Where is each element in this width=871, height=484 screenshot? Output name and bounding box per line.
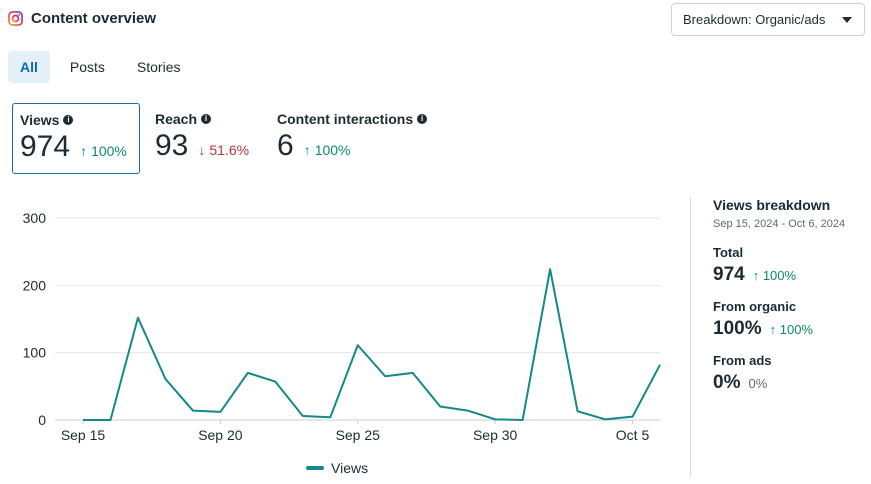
- panel-divider: [690, 197, 691, 477]
- views-line-chart: 300 200 100 0 Sep 15 Sep 20 Sep 25 Sep 30 Oct 5 V…: [23, 210, 661, 476]
- caret-down-icon: [842, 16, 852, 23]
- breakdown-date-range: Sep 15, 2024 - Oct 6, 2024: [713, 218, 846, 230]
- y-tick-label: 200: [23, 277, 47, 293]
- info-icon[interactable]: i: [201, 114, 212, 124]
- breakdown-organic: From organic 100% ↑ 100%: [713, 299, 868, 340]
- metric-card-reach[interactable]: Reach i 93 ↓ 51.6%: [148, 103, 263, 174]
- metric-value: 974: [20, 130, 71, 163]
- info-icon[interactable]: i: [417, 114, 428, 124]
- arrow-up-icon: ↑: [769, 322, 780, 337]
- metric-delta: ↑ 100%: [80, 143, 127, 159]
- views-series-line: [83, 268, 661, 421]
- tab-stories[interactable]: Stories: [136, 59, 181, 75]
- metric-delta-value: 100%: [91, 143, 127, 159]
- breakdown-value: 0%: [713, 372, 741, 393]
- content-overview-header: Content overview: [8, 8, 156, 28]
- breakdown-delta: 0%: [748, 376, 768, 391]
- breakdown-dropdown[interactable]: Breakdown: Organic/ads: [671, 3, 865, 36]
- breakdown-delta-value: 100%: [762, 268, 797, 283]
- metric-label: Content interactions: [277, 111, 414, 127]
- arrow-up-icon: ↑: [752, 268, 763, 283]
- metric-label: Reach: [155, 111, 198, 127]
- metric-card-views[interactable]: Views i 974 ↑ 100%: [12, 103, 140, 174]
- legend-label: Views: [331, 460, 368, 476]
- tab-posts[interactable]: Posts: [69, 59, 105, 75]
- metric-card-content-interactions[interactable]: Content interactions i 6 ↑ 100%: [270, 103, 440, 174]
- metric-value: 93: [155, 129, 189, 162]
- x-tick-label: Sep 30: [473, 427, 518, 443]
- breakdown-delta: ↑ 100%: [753, 268, 796, 283]
- arrow-up-icon: ↑: [303, 142, 311, 158]
- breakdown-label: Total: [713, 245, 744, 260]
- content-tabs: All Posts Stories: [8, 51, 200, 83]
- arrow-up-icon: ↑: [80, 143, 88, 159]
- breakdown-value: 974: [713, 264, 745, 285]
- x-tick-label: Sep 25: [336, 427, 381, 443]
- metric-delta-value: 51.6%: [209, 142, 250, 158]
- views-breakdown-panel: Views breakdown Sep 15, 2024 - Oct 6, 20…: [713, 197, 868, 394]
- breakdown-value: 100%: [713, 318, 762, 339]
- y-tick-label: 0: [38, 412, 46, 428]
- y-tick-label: 100: [23, 345, 47, 361]
- arrow-down-icon: ↓: [198, 142, 206, 158]
- metric-label: Views: [20, 112, 60, 128]
- x-tick-label: Oct 5: [616, 427, 650, 443]
- breakdown-ads: From ads 0% 0%: [713, 353, 868, 394]
- breakdown-total: Total 974 ↑ 100%: [713, 245, 868, 286]
- breakdown-title: Views breakdown: [713, 197, 831, 213]
- breakdown-delta: ↑ 100%: [770, 322, 813, 337]
- metric-delta: ↑ 100%: [304, 142, 351, 158]
- x-tick-label: Sep 15: [61, 427, 106, 443]
- metric-value: 6: [277, 129, 294, 162]
- info-icon[interactable]: i: [63, 115, 74, 125]
- instagram-icon: [8, 10, 23, 26]
- breakdown-label: From organic: [713, 299, 797, 314]
- page-title: Content overview: [31, 9, 157, 27]
- x-tick-label: Sep 20: [198, 427, 243, 443]
- tab-all[interactable]: All: [8, 51, 50, 83]
- metric-delta: ↓ 51.6%: [198, 142, 249, 158]
- metric-delta-value: 100%: [314, 142, 351, 158]
- y-tick-label: 300: [23, 210, 47, 226]
- breakdown-delta-value: 100%: [779, 322, 813, 337]
- breakdown-label: From ads: [713, 353, 772, 368]
- breakdown-dropdown-label: Breakdown: Organic/ads: [683, 12, 826, 27]
